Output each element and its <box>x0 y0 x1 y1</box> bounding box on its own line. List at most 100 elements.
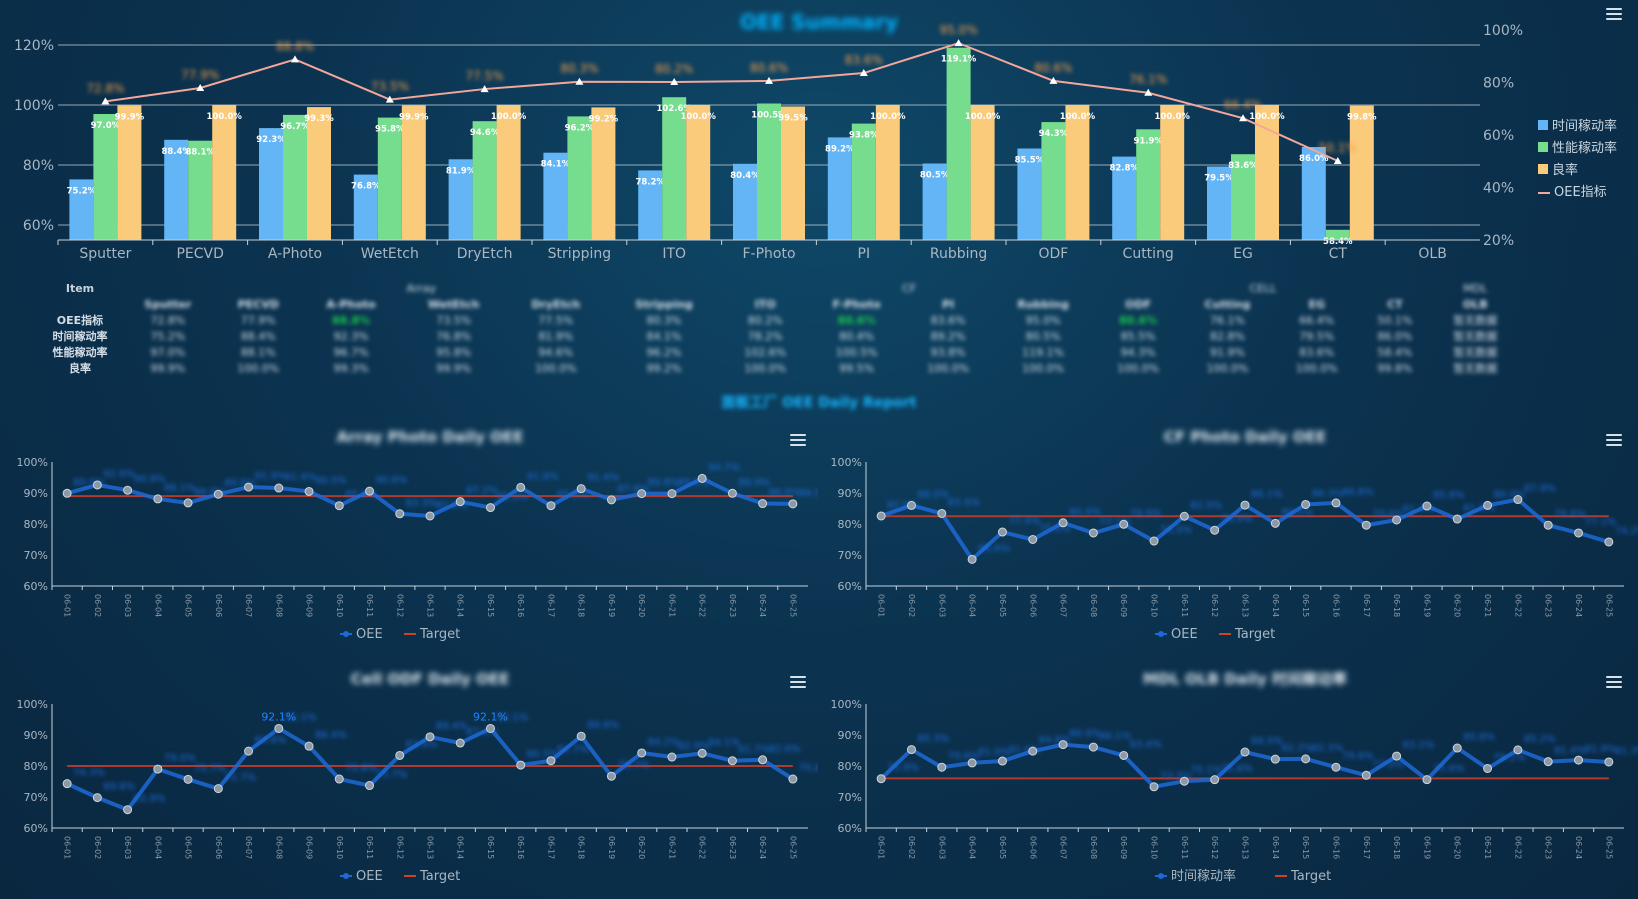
daily-point-label: 81.3% <box>1615 746 1638 757</box>
daily-xlabel: 06-13 <box>1241 836 1250 859</box>
summary-bar-label: 88.4% <box>161 147 191 157</box>
summary-bar <box>377 117 402 240</box>
summary-menu-icon[interactable] <box>1606 8 1622 20</box>
daily-point-label: 75.9% <box>887 763 919 774</box>
summary-ytick-right: 80% <box>1483 76 1514 92</box>
table-column-header: Sputter <box>144 297 192 311</box>
daily-xlabel: 06-05 <box>184 836 193 859</box>
daily-point <box>667 489 677 499</box>
daily-xlabel: 06-15 <box>486 594 495 617</box>
daily-point-label: 86.8% <box>1342 487 1374 498</box>
daily-point-label: 74.2% <box>1615 526 1638 537</box>
summary-bar-label: 80.4% <box>730 171 760 181</box>
daily-xlabel: 06-23 <box>728 836 737 859</box>
legend-item-yield[interactable]: 良率 <box>1538 160 1617 182</box>
daily-xlabel: 06-25 <box>1604 836 1613 859</box>
summary-oee-point <box>196 84 205 92</box>
summary-xlabel: OLB <box>1418 246 1446 262</box>
summary-oee-point <box>859 69 868 77</box>
summary-axes: 60% 80% 100% 120% 20% 40% 60% 80% 100% Sputter PEC… <box>14 23 1523 262</box>
daily-point <box>697 473 707 483</box>
daily-point <box>1574 528 1584 538</box>
daily-ytick: 70% <box>24 791 48 804</box>
summary-bar <box>827 137 852 240</box>
daily-xlabel: 06-11 <box>365 836 374 859</box>
table-cell: 99.2% <box>646 361 682 375</box>
summary-ytick-right: 100% <box>1483 23 1523 39</box>
daily-report-link[interactable]: 面板工厂 OEE Daily Report <box>721 395 917 411</box>
table-cell: 暂无数据 <box>1453 362 1498 375</box>
daily-point <box>1179 511 1189 521</box>
daily-xlabel: 06-22 <box>698 836 707 859</box>
daily-chart-menu-icon[interactable] <box>790 434 806 446</box>
daily-point <box>1088 528 1098 538</box>
summary-oee-label: 83.6% <box>845 53 883 67</box>
table-cell: 80.2% <box>747 313 783 327</box>
daily-chart-title: CF Photo Daily OEE <box>1164 428 1326 446</box>
summary-bar-label: 100.0% <box>680 112 716 122</box>
daily-chart-menu-icon[interactable] <box>1606 676 1622 688</box>
daily-point-label: 85.8% <box>1433 490 1465 501</box>
daily-ytick: 90% <box>838 487 862 500</box>
table-corner <box>40 296 120 312</box>
summary-oee-point <box>101 97 110 105</box>
legend-item-oee[interactable]: OEE指标 <box>1538 182 1617 204</box>
daily-xlabel: 06-13 <box>426 594 435 617</box>
daily-xlabel: 06-13 <box>426 836 435 859</box>
table-cell: 77.9% <box>240 313 276 327</box>
daily-point-label: 82.5% <box>1190 500 1222 511</box>
daily-point <box>304 486 314 496</box>
daily-point <box>516 760 526 770</box>
daily-ytick: 70% <box>24 549 48 562</box>
legend-oee-label: OEE <box>1171 627 1198 642</box>
summary-oee-label: 80.6% <box>1034 61 1072 75</box>
summary-bar-label: 99.9% <box>115 112 145 122</box>
daily-xlabel: 06-05 <box>998 836 1007 859</box>
table-cell: 75.2% <box>150 329 186 343</box>
daily-point-label: 84.2% <box>648 737 680 748</box>
daily-point <box>1543 520 1553 530</box>
daily-point <box>123 805 133 815</box>
daily-xlabel: 06-07 <box>244 594 253 617</box>
summary-bar-label: 100.5% <box>751 111 787 121</box>
daily-point <box>667 752 677 762</box>
daily-point <box>1028 746 1038 756</box>
daily-point <box>1301 499 1311 509</box>
daily-xlabel: 06-17 <box>1362 594 1371 617</box>
summary-bar <box>922 163 947 240</box>
table-cell: 暂无数据 <box>1453 314 1498 327</box>
summary-oee-label: 95.0% <box>940 23 978 37</box>
summary-line: 72.8% 77.9% 88.8% 73.5% 77.5% 80.3% 80.2% 80.6%… <box>86 23 1357 164</box>
table-cell: 100.0% <box>1117 361 1160 375</box>
daily-point <box>1119 519 1129 529</box>
daily-xlabel: 06-08 <box>1089 836 1098 859</box>
legend-item-time[interactable]: 时间稼动率 <box>1538 116 1617 138</box>
legend-item-perf[interactable]: 性能稼动率 <box>1538 138 1617 160</box>
daily-point-label: 72.7% <box>224 773 256 784</box>
daily-chart-menu-icon[interactable] <box>790 676 806 688</box>
table-row: 良率 99.9% 100.0% 99.3% 99.9% 100.0% 99.2% 100.0%… <box>40 360 1520 376</box>
daily-xlabel: 06-06 <box>1028 836 1037 859</box>
table-column-header: EG <box>1308 297 1325 311</box>
table-cell: 81.9% <box>538 329 574 343</box>
daily-point-label: 90.5% <box>315 475 347 486</box>
table-column-header: CT <box>1387 297 1403 311</box>
oee-table: Item Array CF CELL MDL Sputter PECVD A-Photo Wet… <box>40 280 1520 376</box>
daily-chart-1: Array Photo Daily OEE 60% 70% 80% 90% 100% 06-… <box>0 420 818 655</box>
daily-chart-title: Cell ODF Daily OEE <box>351 670 509 688</box>
daily-point <box>213 784 223 794</box>
daily-point-label: 77.0% <box>1372 759 1404 770</box>
daily-point-label: 76.7% <box>617 760 649 771</box>
daily-point-label: 75.1% <box>1190 765 1222 776</box>
daily-point <box>997 527 1007 537</box>
daily-point <box>1240 747 1250 757</box>
daily-point-label: 87.8% <box>617 484 649 495</box>
daily-point-label: 69.8% <box>103 782 135 793</box>
daily-xlabel: 06-08 <box>274 594 283 617</box>
summary-bar <box>448 159 473 240</box>
summary-bar <box>1160 105 1185 240</box>
summary-bar-label: 102.6% <box>656 104 692 114</box>
daily-xlabel: 06-15 <box>1301 836 1310 859</box>
summary-title: OEE Summary <box>739 10 898 34</box>
daily-chart-menu-icon[interactable] <box>1606 434 1622 446</box>
